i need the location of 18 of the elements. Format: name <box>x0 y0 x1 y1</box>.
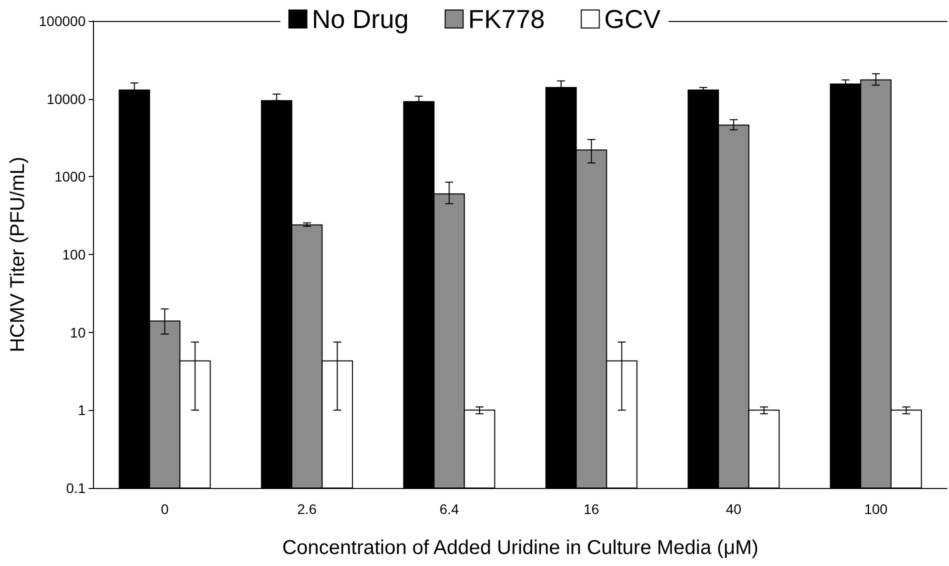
y-tick-label: 10000 <box>46 90 86 107</box>
y-tick-label: 100 <box>62 246 86 262</box>
x-tick-label: 40 <box>726 501 742 517</box>
x-tick-label: 16 <box>584 501 600 517</box>
x-axis-title: Concentration of Added Uridine in Culture Media (μM) <box>282 537 758 559</box>
y-tick-label: 1 <box>78 402 86 418</box>
y-tick-label: 100000 <box>38 13 86 29</box>
legend-label: GCV <box>604 4 662 34</box>
x-tick-label: 100 <box>864 501 888 517</box>
y-tick-label: 0.1 <box>66 480 86 496</box>
x-tick-label: 0 <box>160 501 169 517</box>
y-tick-label: 1000 <box>54 168 86 185</box>
legend-label: FK778 <box>468 4 545 34</box>
x-tick-label: 6.4 <box>439 501 460 517</box>
y-axis-title: HCMV Titer (PFU/mL) <box>7 156 29 352</box>
legend-label: No Drug <box>312 4 409 34</box>
x-tick-label: 2.6 <box>297 501 317 517</box>
y-tick-label: 10 <box>70 324 86 340</box>
